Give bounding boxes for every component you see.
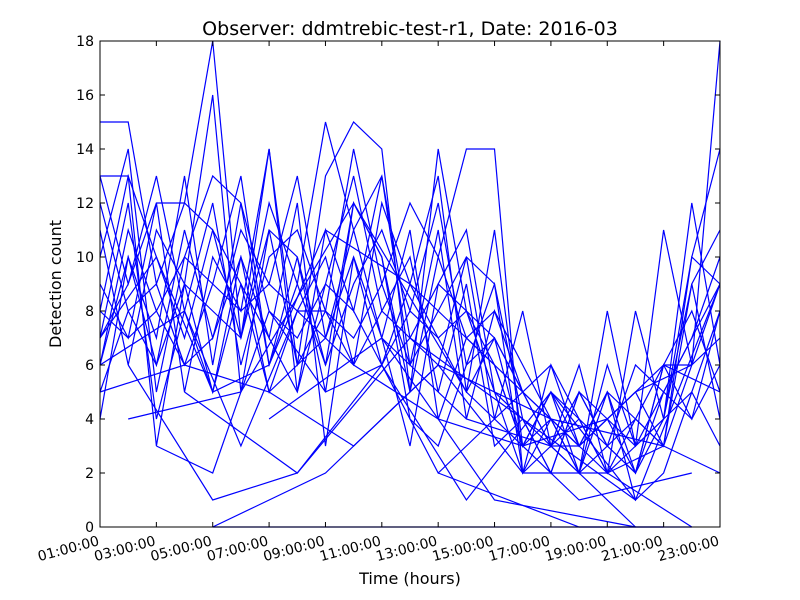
x-axis-title: Time (hours) <box>358 569 461 588</box>
series-line-21 <box>212 364 664 528</box>
chart-title: Observer: ddmtrebic-test-r1, Date: 2016-… <box>202 18 618 40</box>
series-line-17 <box>99 229 693 447</box>
y-tick-label: 6 <box>85 358 94 374</box>
y-tick-label: 2 <box>85 466 94 482</box>
y-tick-label: 10 <box>76 250 94 266</box>
y-axis: 0 2 4 6 8 10 12 14 16 18 <box>76 34 720 536</box>
y-tick-label: 8 <box>85 304 94 320</box>
y-tick-label: 16 <box>76 88 94 104</box>
series-line-26 <box>184 337 636 501</box>
y-tick-label: 4 <box>85 412 94 428</box>
y-tick-label: 12 <box>76 196 94 212</box>
plot-frame <box>99 40 721 528</box>
series-line-12 <box>99 229 721 475</box>
y-axis-title: Detection count <box>46 220 65 348</box>
y-tick-label: 18 <box>76 34 94 50</box>
y-tick-label: 14 <box>76 142 94 158</box>
series-line-25 <box>128 201 692 501</box>
y-tick-label: 0 <box>85 520 94 536</box>
series-line-23 <box>268 337 636 528</box>
series-line-27 <box>381 337 636 528</box>
